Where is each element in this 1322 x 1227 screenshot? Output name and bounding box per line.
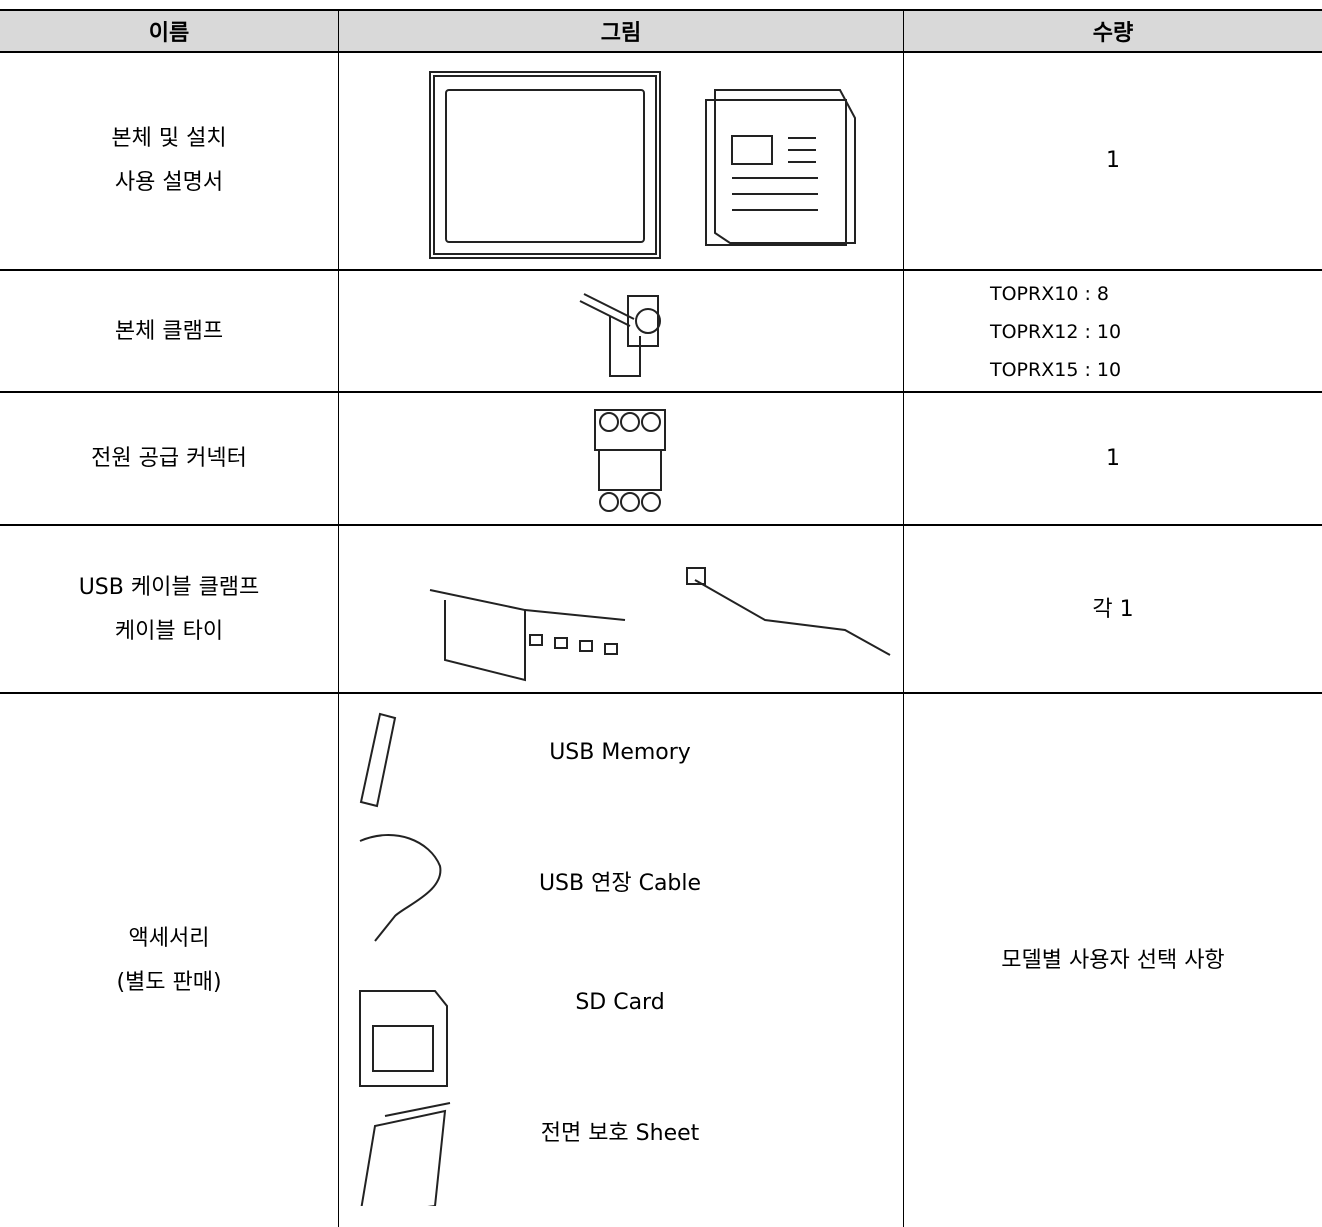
quantity-line: 각 1 bbox=[1092, 596, 1134, 622]
header-cell: 그림 bbox=[339, 10, 903, 52]
clamp-illustration bbox=[579, 293, 661, 377]
name-line: (별도 판매) bbox=[116, 969, 222, 995]
item-label: SD Card bbox=[575, 990, 665, 1015]
item-label: USB Memory bbox=[549, 740, 691, 765]
name-line: USB 케이블 클램프 bbox=[78, 574, 260, 600]
quantity-line: 1 bbox=[1106, 148, 1120, 173]
name-line: 사용 설명서 bbox=[114, 170, 224, 195]
header-cell: 이름 bbox=[0, 10, 338, 52]
rule bbox=[0, 51, 1322, 53]
rule bbox=[0, 692, 1322, 694]
rule bbox=[338, 10, 339, 1227]
quantity-line: TOPRX12 : 10 bbox=[990, 320, 1122, 343]
item-label: USB 연장 Cable bbox=[538, 871, 702, 896]
name-line: 액세서리 bbox=[128, 925, 210, 951]
name-line: 케이블 타이 bbox=[114, 618, 224, 644]
name-cell: 본체 클램프 bbox=[0, 271, 338, 392]
rule bbox=[903, 10, 904, 1227]
rule bbox=[0, 524, 1322, 526]
name-cell: 액세서리 (별도 판매) bbox=[0, 694, 338, 1227]
quantity-line: TOPRX10 : 8 bbox=[990, 282, 1109, 305]
cable-clamp-illustration bbox=[429, 567, 891, 682]
quantity-cell: 1 bbox=[904, 52, 1322, 270]
connector-illustration bbox=[594, 409, 666, 512]
quantity-cell: 1 bbox=[904, 393, 1322, 525]
quantity-line: 모델별 사용자 선택 사항 bbox=[1001, 947, 1225, 973]
rule bbox=[0, 391, 1322, 393]
rule bbox=[0, 9, 1322, 11]
quantity-cell: 모델별 사용자 선택 사항 bbox=[904, 694, 1322, 1227]
quantity-cell: TOPRX10 : 8 TOPRX12 : 10 TOPRX15 : 10 bbox=[990, 271, 1290, 392]
header-cell: 수량 bbox=[904, 10, 1322, 52]
item-label: 전면 보호 Sheet bbox=[540, 1121, 700, 1146]
name-line: 본체 클램프 bbox=[114, 318, 224, 344]
quantity-line: 1 bbox=[1106, 446, 1120, 471]
rule bbox=[0, 269, 1322, 271]
panel-illustration bbox=[429, 71, 856, 259]
quantity-line: TOPRX15 : 10 bbox=[990, 358, 1122, 381]
name-line: 전원 공급 커넥터 bbox=[91, 446, 247, 471]
name-line: 본체 및 설치 bbox=[111, 126, 227, 151]
name-cell: 전원 공급 커넥터 bbox=[0, 393, 338, 525]
quantity-cell: 각 1 bbox=[904, 526, 1322, 693]
accessory-illustrations bbox=[359, 712, 451, 1206]
